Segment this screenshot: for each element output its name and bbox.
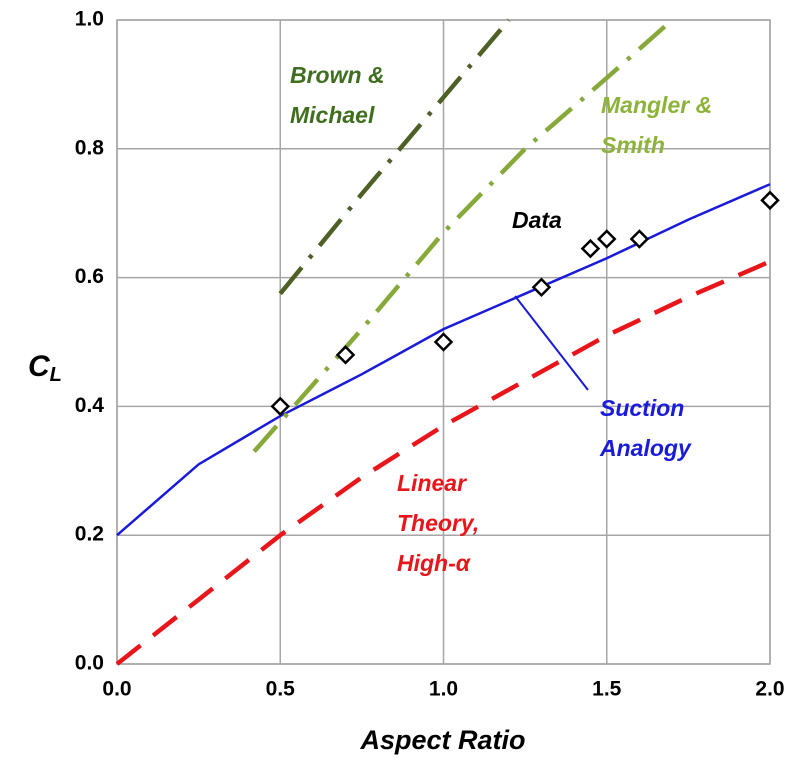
- series-annotation: Michael: [290, 102, 375, 128]
- y-tick-label: 0.8: [75, 136, 105, 159]
- data-marker: [580, 238, 601, 259]
- y-axis-label-sub: L: [50, 364, 62, 386]
- y-tick-label: 1.0: [75, 8, 104, 31]
- series-annotation: High-α: [397, 550, 472, 576]
- series-annotation: Data: [512, 207, 562, 233]
- series-annotation: Mangler &: [601, 92, 712, 118]
- x-tick-label: 1.0: [429, 678, 458, 701]
- data-marker: [629, 229, 650, 249]
- plot-frame: [116, 19, 771, 665]
- y-tick-label: 0.2: [75, 523, 104, 546]
- x-axis-label: Aspect Ratio: [359, 725, 525, 755]
- series-annotation: Linear: [397, 470, 467, 496]
- y-tick-label: 0.6: [75, 265, 104, 288]
- series-annotation: Theory,: [397, 510, 479, 536]
- y-axis-label: CL: [28, 350, 62, 386]
- series-line: [116, 183, 771, 537]
- x-tick-label: 0.0: [102, 678, 131, 701]
- y-tick-label: 0.4: [75, 394, 105, 417]
- data-marker: [335, 345, 356, 365]
- y-axis-label-main: C: [28, 350, 51, 383]
- x-tick-label: 1.5: [592, 678, 622, 701]
- series-annotation: Suction: [600, 395, 684, 421]
- data-marker: [760, 190, 780, 211]
- x-tick-label: 0.5: [266, 678, 296, 701]
- data-marker: [270, 396, 291, 417]
- series-annotation: Smith: [601, 132, 665, 158]
- leader-line: [514, 295, 589, 391]
- data-marker: [433, 332, 454, 352]
- y-tick-label: 0.0: [75, 652, 104, 675]
- series-line: [278, 18, 511, 296]
- series-line: [115, 259, 771, 666]
- data-marker: [531, 277, 552, 298]
- series-annotation: Brown &: [290, 62, 385, 88]
- series-annotation: Analogy: [599, 435, 692, 461]
- data-marker: [596, 229, 617, 249]
- x-tick-label: 2.0: [755, 678, 784, 701]
